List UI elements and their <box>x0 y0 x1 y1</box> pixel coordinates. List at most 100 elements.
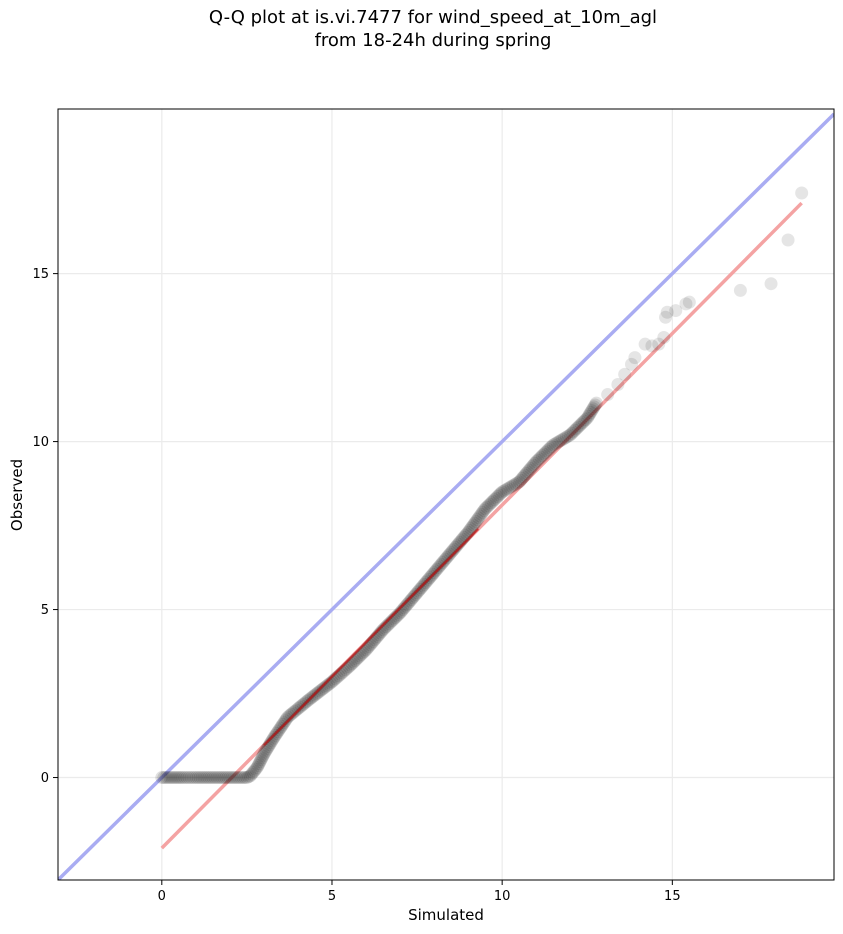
qq-point-26 <box>210 771 224 785</box>
qq-point-207 <box>481 499 495 513</box>
qq-point-96 <box>318 680 332 694</box>
qq-point-136 <box>381 618 395 632</box>
qq-point-4 <box>163 771 177 785</box>
qq-point-70 <box>276 717 290 731</box>
qq-point-213 <box>491 490 505 504</box>
qq-point-206 <box>480 500 494 514</box>
qq-point-76 <box>284 707 298 721</box>
qq-point-37 <box>234 771 248 785</box>
qq-point-235 <box>526 458 540 472</box>
qq-point-75 <box>282 709 296 723</box>
qq-point-211 <box>487 493 501 507</box>
qq-point-255 <box>559 430 573 444</box>
qq-point-54 <box>257 747 271 761</box>
qq-point-245 <box>542 443 556 457</box>
qq-point-246 <box>543 441 557 455</box>
qq-point-253 <box>556 432 570 446</box>
qq-point-266 <box>577 414 591 428</box>
qq-point-16 <box>189 771 203 785</box>
y-tick-label-1: 5 <box>41 603 49 618</box>
qq-point-79 <box>289 703 303 717</box>
qq-point-230 <box>519 467 533 481</box>
qq-point-209 <box>484 496 498 510</box>
qq-point-30 <box>219 771 233 785</box>
qq-point-270 <box>583 407 597 421</box>
qq-point-216 <box>495 485 509 499</box>
qq-point-226 <box>514 473 528 487</box>
qq-point-46 <box>249 762 263 776</box>
qq-point-60 <box>264 736 278 750</box>
qq-point-154 <box>407 589 421 603</box>
qq-point-1 <box>157 771 171 785</box>
qq-point-156 <box>410 586 424 600</box>
qq-point-200 <box>472 511 486 525</box>
qq-point-64 <box>268 728 282 742</box>
qq-point-12 <box>180 771 194 785</box>
qq-point-137 <box>382 617 396 631</box>
qq-point-133 <box>376 623 390 637</box>
qq-point-81 <box>293 700 307 714</box>
qq-point-134 <box>378 621 392 635</box>
qq-tail-point-2 <box>618 367 632 381</box>
qq-point-175 <box>437 554 451 568</box>
qq-point-212 <box>489 491 503 505</box>
fit-line-overlay <box>263 528 480 746</box>
qq-point-28 <box>214 771 228 785</box>
qq-point-39 <box>238 771 252 785</box>
qq-point-231 <box>521 465 535 479</box>
qq-point-141 <box>388 611 402 625</box>
qq-point-263 <box>573 419 587 433</box>
grid-layer <box>58 109 834 880</box>
chart-subtitle: from 18-24h during spring <box>314 30 552 51</box>
qq-point-11 <box>177 771 191 785</box>
qq-point-2 <box>159 771 173 785</box>
qq-point-38 <box>236 771 250 785</box>
qq-tail-point-1 <box>611 377 625 391</box>
qq-point-41 <box>242 770 256 784</box>
qq-point-199 <box>470 513 484 527</box>
qq-point-42 <box>243 769 257 783</box>
qq-point-222 <box>507 478 521 492</box>
qq-point-78 <box>288 704 302 718</box>
qq-point-268 <box>580 411 594 425</box>
qq-point-197 <box>468 516 482 530</box>
qq-point-214 <box>492 488 506 502</box>
qq-tail-point-14 <box>733 283 747 297</box>
qq-point-218 <box>499 483 513 497</box>
qq-point-173 <box>434 557 448 571</box>
qq-point-275 <box>588 398 602 412</box>
qq-point-99 <box>323 676 337 690</box>
qq-tail-point-12 <box>679 297 693 311</box>
qq-point-33 <box>225 771 239 785</box>
qq-point-184 <box>450 539 464 553</box>
plot-area <box>58 112 834 880</box>
y-tick-label-3: 15 <box>32 267 49 282</box>
qq-point-228 <box>516 470 530 484</box>
qq-point-74 <box>281 710 295 724</box>
qq-point-27 <box>212 771 226 785</box>
qq-point-132 <box>375 624 389 638</box>
qq-point-17 <box>191 771 205 785</box>
qq-point-251 <box>552 435 566 449</box>
qq-point-254 <box>558 431 572 445</box>
qq-point-239 <box>532 452 546 466</box>
qq-point-48 <box>251 759 265 773</box>
qq-point-80 <box>291 702 305 716</box>
qq-tail-point-4 <box>628 351 642 365</box>
qq-tail-point-7 <box>652 337 666 351</box>
qq-point-15 <box>187 771 201 785</box>
qq-point-94 <box>315 683 329 697</box>
qq-point-62 <box>266 732 280 746</box>
qq-point-32 <box>223 771 237 785</box>
qq-point-139 <box>385 614 399 628</box>
qq-point-63 <box>267 730 281 744</box>
qq-point-52 <box>255 751 269 765</box>
qq-point-180 <box>444 545 458 559</box>
qq-point-252 <box>554 433 568 447</box>
qq-point-264 <box>574 417 588 431</box>
qq-point-241 <box>535 449 549 463</box>
qq-point-202 <box>474 507 488 521</box>
qq-point-271 <box>584 405 598 419</box>
qq-point-220 <box>503 481 517 495</box>
qq-point-260 <box>568 423 582 437</box>
